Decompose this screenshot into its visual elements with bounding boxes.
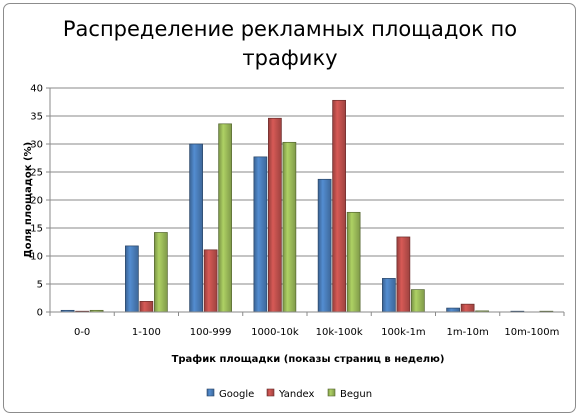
bar-google-1m-10m	[446, 307, 460, 313]
x-tick-label: 100k-1m	[381, 327, 426, 338]
bar-yandex-100-999	[203, 249, 218, 313]
bar-google-100-999	[189, 143, 203, 313]
x-tick-label: 10m-100m	[504, 327, 559, 338]
legend-swatch-begun	[327, 388, 336, 397]
y-tick-label: 40	[30, 84, 43, 95]
y-tick-label: 35	[30, 112, 43, 123]
y-tick-label: 15	[30, 224, 43, 235]
chart-title-line-2: трафику	[242, 46, 337, 70]
legend-swatch-yandex	[266, 388, 275, 397]
legend: Google Yandex Begun	[206, 388, 372, 400]
x-tick-label: 1000-10k	[251, 327, 299, 338]
bar-google-1000-10k	[253, 156, 268, 313]
bar-begun-100k-1m	[411, 289, 425, 313]
y-tick-label: 10	[30, 252, 43, 263]
bar-begun-100-999	[218, 123, 232, 313]
x-tick-label: 10k-100k	[316, 327, 363, 338]
bar-begun-10k-100k	[346, 211, 361, 313]
bars	[60, 99, 554, 313]
bar-begun-1-100	[154, 232, 168, 313]
x-tick-label: 1m-10m	[447, 327, 489, 338]
y-tick-label: 0	[37, 308, 43, 319]
y-axis-ticks: 0 5 10 15 20 25 30 35 40	[30, 84, 50, 319]
legend-swatch-google	[206, 388, 215, 397]
x-tick-label: 1-100	[132, 327, 161, 338]
y-tick-label: 20	[30, 196, 43, 207]
y-tick-label: 5	[37, 280, 43, 291]
legend-label-begun: Begun	[340, 389, 372, 400]
chart-title-line-1: Распределение рекламных площадок по	[63, 17, 517, 41]
bar-google-100k-1m	[382, 278, 396, 313]
y-tick-label: 25	[30, 168, 43, 179]
bar-yandex-1000-10k	[268, 117, 282, 313]
x-axis-ticks: 0-0 1-100 100-999 1000-10k 10k-100k 100k-1m 1m…	[49, 312, 565, 338]
y-axis-title: Доля площадок (%)	[23, 142, 34, 258]
x-tick-label: 100-999	[190, 327, 232, 338]
y-tick-label: 30	[30, 140, 43, 151]
bar-yandex-100k-1m	[396, 236, 411, 313]
legend-label-google: Google	[219, 389, 254, 400]
bar-begun-1000-10k	[282, 141, 297, 313]
bar-google-10k-100k	[317, 178, 332, 313]
bar-yandex-1-100	[139, 301, 154, 313]
x-axis-title: Трафик площадки (показы страниц в неделю…	[172, 353, 445, 365]
x-tick-label: 0-0	[74, 327, 90, 338]
bar-yandex-1m-10m	[460, 303, 475, 313]
bar-google-1-100	[125, 245, 139, 313]
bar-yandex-10k-100k	[332, 99, 346, 313]
legend-label-yandex: Yandex	[278, 389, 315, 400]
